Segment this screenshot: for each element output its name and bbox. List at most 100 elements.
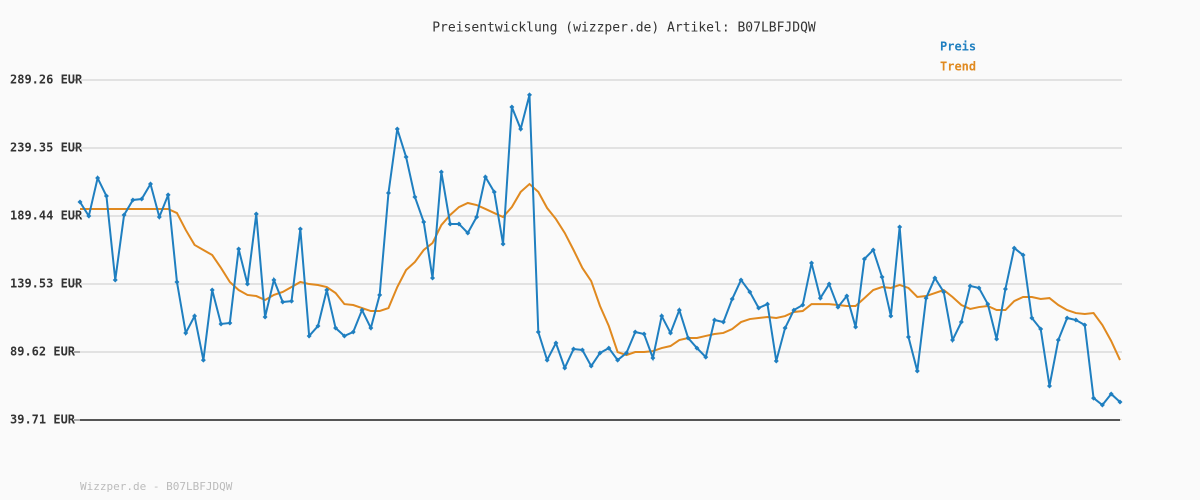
legend-label: Trend — [940, 60, 976, 74]
y-tick-label: 39.71 EUR — [10, 413, 76, 427]
point — [738, 277, 744, 283]
point — [236, 246, 242, 252]
point — [535, 329, 541, 335]
point — [641, 331, 647, 337]
point — [853, 324, 859, 330]
point — [1073, 317, 1079, 323]
point — [518, 126, 524, 132]
point — [632, 329, 638, 335]
point — [130, 197, 136, 203]
point — [817, 295, 823, 301]
point — [623, 350, 629, 356]
point — [650, 355, 656, 361]
point — [526, 92, 532, 98]
point — [438, 169, 444, 175]
point — [553, 340, 559, 346]
point — [844, 293, 850, 299]
point — [1099, 402, 1105, 408]
point — [994, 336, 1000, 342]
legend-label: Preis — [940, 40, 976, 54]
y-tick-label: 189.44 EUR — [10, 209, 83, 223]
point — [121, 212, 127, 218]
point — [729, 296, 735, 302]
point — [870, 247, 876, 253]
point — [685, 335, 691, 341]
chart-title: Preisentwicklung (wizzper.de) Artikel: B… — [432, 21, 816, 36]
y-tick-label: 239.35 EUR — [10, 141, 83, 155]
point — [359, 307, 365, 313]
point — [456, 221, 462, 227]
point — [447, 221, 453, 227]
point — [712, 317, 718, 323]
point — [324, 287, 330, 293]
point — [835, 304, 841, 310]
point — [95, 175, 101, 181]
point — [156, 214, 162, 220]
point — [703, 354, 709, 360]
point — [482, 174, 488, 180]
point — [694, 345, 700, 351]
y-tick-label: 139.53 EUR — [10, 277, 83, 291]
point — [139, 196, 145, 202]
point — [183, 330, 189, 336]
point — [764, 301, 770, 307]
point — [676, 307, 682, 313]
point — [914, 368, 920, 374]
point — [976, 285, 982, 291]
point — [465, 230, 471, 236]
point — [1038, 326, 1044, 332]
y-tick-label: 89.62 EUR — [10, 345, 76, 359]
point — [747, 289, 753, 295]
point — [932, 275, 938, 281]
point — [297, 226, 303, 232]
point — [174, 279, 180, 285]
point — [368, 325, 374, 331]
point — [985, 301, 991, 307]
point — [668, 330, 674, 336]
point — [200, 357, 206, 363]
point — [1029, 315, 1035, 321]
point — [950, 337, 956, 343]
line-trend — [80, 182, 1121, 361]
point — [615, 357, 621, 363]
point — [500, 241, 506, 247]
point — [659, 313, 665, 319]
point — [1064, 315, 1070, 321]
point — [394, 126, 400, 132]
point — [341, 333, 347, 339]
point — [809, 260, 815, 266]
point — [509, 104, 515, 110]
point — [103, 193, 109, 199]
point — [165, 192, 171, 198]
point — [77, 199, 83, 205]
point — [888, 313, 894, 319]
point — [879, 274, 885, 280]
point — [403, 154, 409, 160]
point — [826, 281, 832, 287]
footer: Wizzper.de - B07LBFJDQW — [80, 480, 233, 493]
point — [606, 345, 612, 351]
point — [385, 190, 391, 196]
point — [315, 323, 321, 329]
point — [773, 358, 779, 364]
point — [86, 213, 92, 219]
point — [791, 307, 797, 313]
point — [1011, 245, 1017, 251]
point — [209, 287, 215, 293]
point — [491, 189, 497, 195]
point — [562, 365, 568, 371]
point — [377, 292, 383, 298]
point — [720, 319, 726, 325]
point — [262, 314, 268, 320]
point — [571, 346, 577, 352]
point — [1002, 286, 1008, 292]
point — [756, 305, 762, 311]
point — [1117, 399, 1123, 405]
point — [800, 302, 806, 308]
point — [597, 350, 603, 356]
point — [421, 219, 427, 225]
point — [253, 211, 259, 217]
point — [923, 295, 929, 301]
